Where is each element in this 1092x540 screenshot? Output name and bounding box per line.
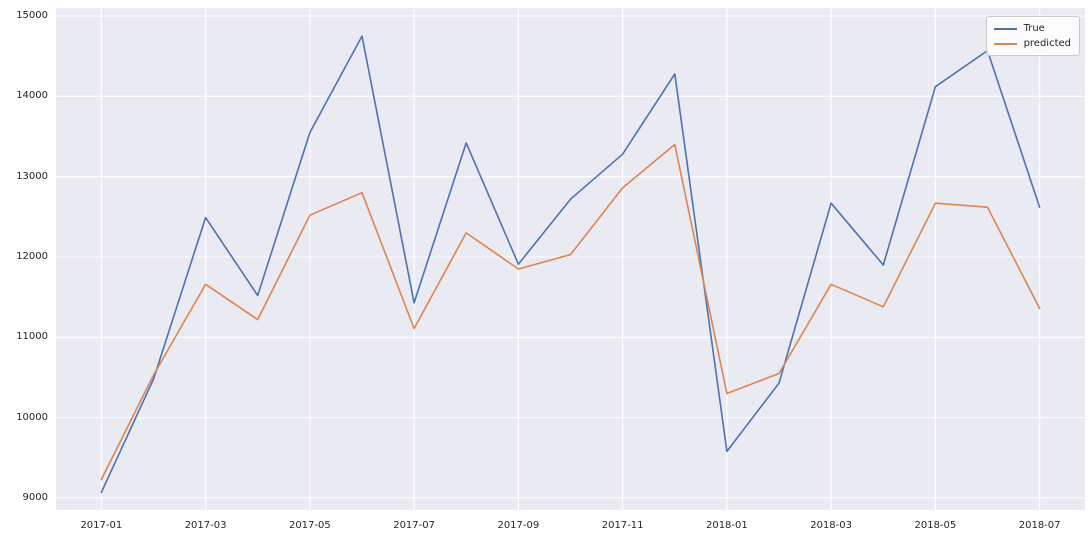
legend-item-true: True: [993, 21, 1071, 36]
x-tick-label: 2017-05: [288, 520, 331, 531]
legend-item-predicted: predicted: [993, 36, 1071, 51]
series-line-predicted: [100, 143, 1041, 481]
legend-label-true: True: [1023, 23, 1045, 34]
x-tick-label: 2017-09: [497, 520, 540, 531]
y-tick-label: 15000: [16, 10, 48, 22]
x-tick-label: 2018-03: [810, 520, 853, 531]
x-tick-label: 2017-03: [184, 520, 227, 531]
x-tick-label: 2017-01: [80, 520, 123, 531]
x-tick-label: 2018-05: [914, 520, 957, 531]
predicted-series-line-swatch: [993, 42, 1017, 45]
legend: True predicted: [985, 16, 1080, 56]
x-tick-label: 2017-07: [393, 520, 435, 531]
y-tick-label: 13000: [16, 170, 48, 182]
y-tick-label: 12000: [16, 250, 48, 262]
y-tick-label: 11000: [16, 331, 48, 343]
series-line-true: [100, 35, 1041, 494]
y-tick-label: 9000: [22, 491, 48, 503]
y-tick-label: 14000: [16, 90, 48, 102]
legend-label-predicted: predicted: [1023, 38, 1071, 49]
x-tick-label: 2018-01: [705, 520, 748, 531]
plot-area: True predicted: [56, 8, 1085, 510]
x-tick-label: 2017-11: [601, 520, 644, 531]
y-tick-label: 10000: [16, 411, 48, 423]
x-tick-label: 2018-07: [1018, 520, 1061, 531]
true-series-line-swatch: [993, 27, 1017, 30]
line-chart-canvas: [56, 8, 1085, 510]
